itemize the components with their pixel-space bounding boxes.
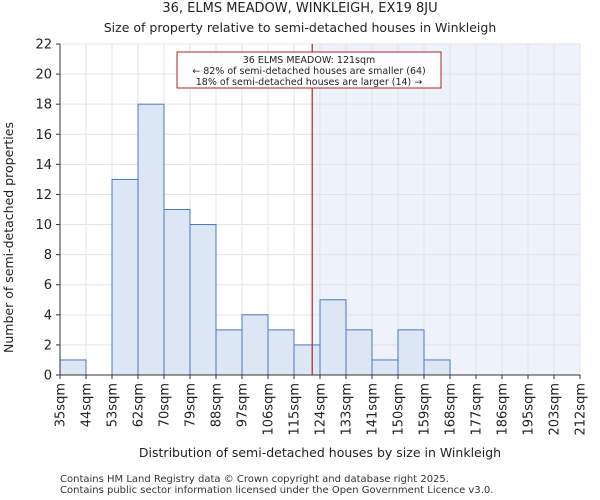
x-tick-label: 124sqm [314,383,329,436]
y-tick-label: 10 [35,218,52,233]
histogram-bar [59,359,87,376]
x-tick-label: 44sqm [80,383,95,427]
histogram-bar [397,329,425,376]
chart-subtitle: Size of property relative to semi-detach… [103,20,497,35]
y-tick-label: 4 [44,308,52,323]
x-tick-label: 70sqm [158,383,173,427]
x-tick-label: 133sqm [340,383,355,436]
histogram-bar [319,299,347,376]
annotation-line: ← 82% of semi-detached houses are smalle… [192,66,426,77]
histogram-bar [215,329,243,376]
x-tick-label: 186sqm [496,383,511,436]
y-tick-label: 16 [35,128,52,143]
footer-line-1: Contains HM Land Registry data © Crown c… [60,474,449,485]
y-tick-label: 6 [44,278,52,293]
x-tick-label: 150sqm [392,383,407,436]
x-tick-label: 35sqm [54,383,69,427]
annotation-line: 36 ELMS MEADOW: 121sqm [243,55,376,66]
y-axis-label: Number of semi-detached properties [1,122,16,353]
x-axis-label: Distribution of semi-detached houses by … [139,445,501,460]
footer-line-2: Contains public sector information licen… [60,485,494,496]
x-tick-label: 62sqm [132,383,147,427]
histogram-bar [371,359,399,376]
y-tick-label: 18 [35,98,52,113]
y-tick-label: 20 [35,68,52,83]
histogram-chart: 0 2 4 6 8 10 12 14 16 18 20 22 35sqm 44sqm 53sqm 62sqm 7… [1,38,589,461]
y-tick-label: 8 [44,248,52,263]
histogram-bar [163,209,191,376]
x-tick-label: 53sqm [106,383,121,427]
annotation-line: 18% of semi-detached houses are larger (… [196,77,423,88]
y-tick-label: 0 [44,369,52,384]
x-tick-label: 159sqm [418,383,433,436]
x-tick-label: 88sqm [210,383,225,427]
x-tick-label: 212sqm [574,383,589,436]
histogram-bar [267,329,295,376]
x-tick-label: 141sqm [366,383,381,436]
y-tick-label: 12 [35,188,52,203]
histogram-bar [423,359,451,376]
histogram-bar [189,224,217,376]
y-tick-label: 22 [35,38,52,53]
x-tick-label: 177sqm [470,383,485,436]
chart-title: 36, ELMS MEADOW, WINKLEIGH, EX19 8JU [162,1,438,16]
x-tick-label: 97sqm [236,383,251,427]
x-tick-label: 203sqm [548,383,563,436]
larger-region-shading [312,44,580,375]
x-tick-label: 106sqm [262,383,277,436]
x-tick-label: 115sqm [288,383,303,436]
histogram-bar [293,344,321,376]
histogram-bar [241,314,269,376]
y-tick-label: 14 [35,158,52,173]
annotation-box [176,51,442,89]
x-tick-label: 79sqm [184,383,199,427]
x-tick-label: 195sqm [522,383,537,436]
histogram-bar [345,329,373,376]
y-tick-label: 2 [44,338,52,353]
histogram-bar [137,103,165,376]
histogram-bar [111,178,139,376]
x-tick-label: 168sqm [444,383,459,436]
